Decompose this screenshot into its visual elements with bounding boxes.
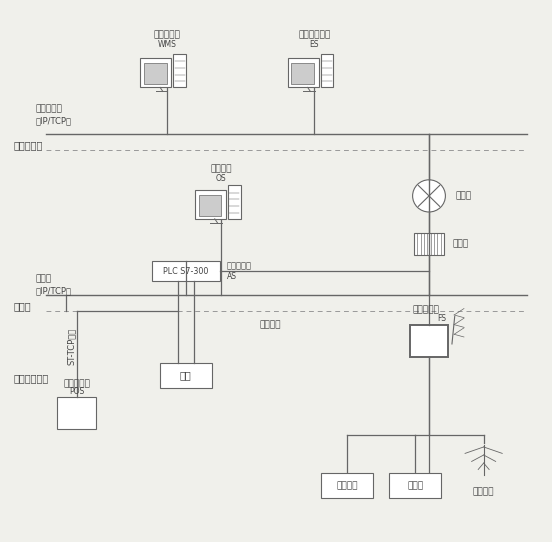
Bar	[140, 58, 172, 87]
Text: POS: POS	[69, 387, 84, 396]
Text: 电子秤: 电子秤	[407, 481, 423, 490]
Bar	[228, 185, 241, 219]
Text: 声光探警: 声光探警	[336, 481, 358, 490]
Bar	[321, 473, 373, 499]
Text: WMS: WMS	[157, 40, 176, 49]
Text: 生产作业现场: 生产作业现场	[14, 373, 49, 383]
Text: 加料: 加料	[180, 371, 192, 380]
Bar	[414, 234, 444, 255]
Bar	[173, 54, 186, 87]
Text: 防火墙: 防火墙	[453, 240, 469, 249]
Bar	[195, 190, 226, 219]
Text: 工艺工程师站: 工艺工程师站	[298, 30, 331, 40]
Text: （IP/TCP）: （IP/TCP）	[35, 117, 72, 125]
Text: （IP/TCP）: （IP/TCP）	[35, 286, 72, 295]
Text: 通讯协议: 通讯协议	[259, 320, 281, 329]
Bar	[57, 397, 95, 429]
Text: 企业局域网: 企业局域网	[35, 104, 62, 113]
Bar	[160, 363, 212, 389]
Text: 控制网: 控制网	[35, 274, 52, 283]
Text: 生产管理层: 生产管理层	[14, 140, 43, 150]
Text: 扫码设备: 扫码设备	[473, 487, 495, 496]
Text: PLC S7-300: PLC S7-300	[163, 267, 209, 275]
Text: 路由器: 路由器	[455, 191, 471, 201]
Text: ES: ES	[310, 40, 319, 49]
Bar	[389, 473, 441, 499]
Bar	[288, 58, 319, 87]
Text: OS: OS	[216, 173, 227, 183]
Bar	[199, 195, 221, 216]
Bar	[321, 54, 333, 87]
Text: 条码识别站: 条码识别站	[413, 305, 440, 314]
Text: ST-TCP协议: ST-TCP协议	[67, 327, 76, 365]
Bar	[411, 325, 448, 357]
Text: 库房管理站: 库房管理站	[153, 30, 180, 40]
Text: 现场操作站: 现场操作站	[63, 379, 90, 388]
Text: FS: FS	[437, 314, 446, 322]
Text: 过程控制站: 过程控制站	[227, 261, 252, 270]
Text: AS: AS	[227, 272, 237, 281]
Bar	[152, 261, 220, 281]
Text: 操作员站: 操作员站	[211, 165, 232, 173]
Bar	[144, 63, 167, 84]
Text: 控制层: 控制层	[14, 301, 31, 311]
Circle shape	[412, 180, 445, 212]
Bar	[291, 63, 314, 84]
